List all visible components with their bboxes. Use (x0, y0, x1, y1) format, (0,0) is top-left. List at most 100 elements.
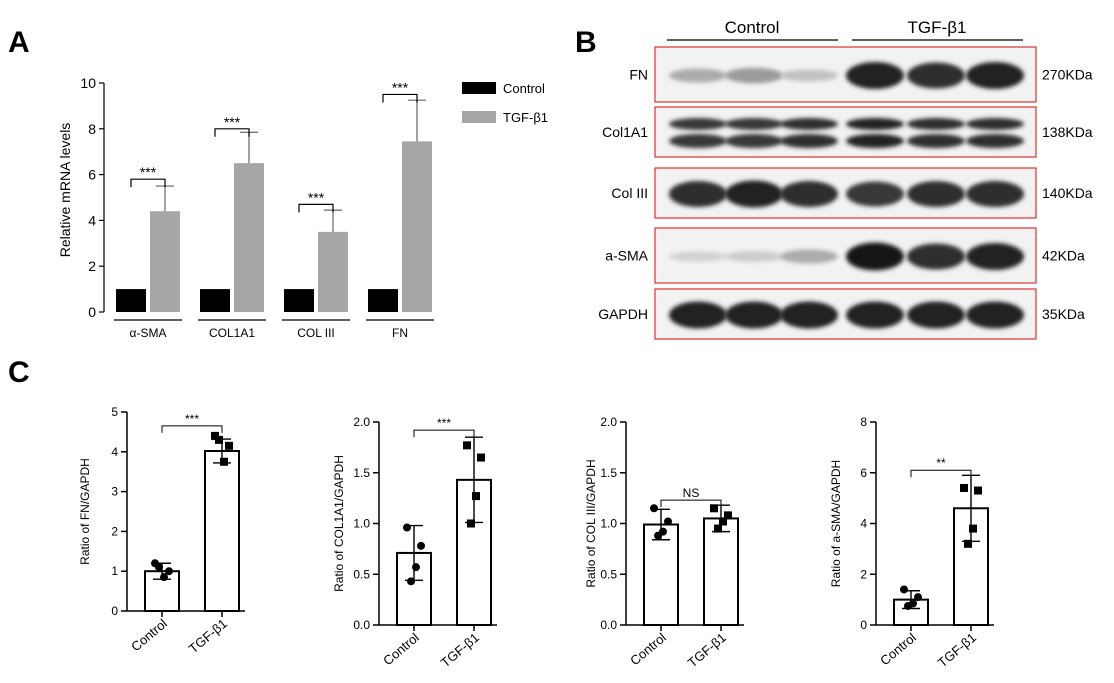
chart-a-ylabel: Relative mRNA levels (57, 123, 73, 258)
bar-c3-tgf (703, 517, 739, 626)
blot-band (725, 118, 783, 130)
chart-c3-ylabel: Ratio of COL III/GAPDH (584, 459, 598, 587)
blot-band (966, 118, 1024, 130)
bar-fn-control (368, 289, 398, 312)
chart-c4-ytick-label: 6 (860, 466, 867, 480)
panel-label-c: C (8, 356, 30, 389)
blot-band (780, 249, 838, 264)
chart-a-category-label: FN (392, 326, 408, 340)
data-point-control (417, 541, 425, 550)
chart-c3-xtick-label: Control (627, 630, 669, 669)
blot-band (907, 243, 965, 270)
blot-size-fn: 270KDa (1042, 67, 1093, 83)
blot-band (780, 69, 838, 82)
blot-band (907, 301, 965, 329)
bar-col-iii-tgf (318, 231, 348, 312)
blot-band (780, 118, 838, 130)
significance-label: *** (140, 164, 157, 180)
chart-c3-xtick-label: TGF-β1 (685, 630, 729, 670)
chart-c4-ylabel: Ratio of a-SMA/GAPDH (829, 460, 843, 587)
chart-c4-ytick-label: 2 (860, 567, 867, 581)
chart-a-category-label: α-SMA (130, 326, 167, 340)
data-point-control (664, 517, 672, 526)
panel-label-b: B (575, 26, 597, 59)
data-point-control (165, 567, 173, 576)
chart-a-y-axis: 0 2 4 6 8 10 (80, 75, 105, 320)
legend-swatch-tgf (462, 111, 496, 123)
blot-band (846, 301, 904, 329)
chart-c1: Ratio of FN/GAPDH 0 1 2 3 4 5 Control TGF-β1 *** (78, 405, 245, 656)
chart-c2-ytick-label: 0.5 (353, 567, 370, 581)
chart-c1-ytick-label: 0 (111, 604, 118, 618)
significance-bracket (660, 499, 722, 508)
significance-label: *** (392, 79, 409, 95)
blot-protein-a-sma: a-SMA (605, 248, 648, 264)
chart-c3-ytick-label: 1.0 (600, 517, 617, 531)
blot-band (780, 181, 838, 207)
blot-frame-col1a1 (654, 106, 1037, 158)
blot-band (907, 134, 965, 148)
data-point-control (407, 577, 415, 586)
chart-c1-ytick-label: 5 (111, 405, 118, 419)
data-point-tgf (964, 539, 972, 548)
chart-a-ytick-label: 8 (88, 121, 96, 137)
blot-band (966, 243, 1024, 270)
group-label-tgf: TGF-β1 (908, 18, 967, 37)
significance-label: *** (224, 114, 241, 130)
chart-a-significance: *** *** *** *** (130, 79, 418, 213)
data-point-control (160, 573, 168, 582)
western-blot: Control TGF-β1 FN 270KDa Col1A1 138KDa Col I… (598, 18, 1093, 340)
blot-band (725, 67, 783, 84)
data-point-tgf (472, 492, 480, 501)
blot-size-a-sma: 42KDa (1042, 248, 1085, 264)
chart-c4-xtick-label: TGF-β1 (935, 630, 979, 670)
chart-a-legend: Control TGF-β1 (462, 81, 548, 125)
chart-c2-ylabel: Ratio of COL1A1/GAPDH (332, 455, 346, 592)
data-point-tgf (225, 441, 233, 450)
chart-c2-ytick-label: 1.5 (353, 466, 370, 480)
chart-a-ytick-label: 4 (88, 212, 96, 228)
bar-c3-control (643, 523, 679, 627)
bar-col1a1-tgf (234, 163, 264, 312)
blot-band (725, 251, 783, 262)
significance-label: ** (936, 456, 946, 470)
blot-band (846, 62, 904, 89)
chart-a-category-label: COL1A1 (209, 326, 255, 340)
data-point-tgf (724, 511, 732, 520)
data-point-control (904, 601, 912, 610)
chart-c4: Ratio of a-SMA/GAPDH 0 2 4 6 8 Control TGF-β1 ** (829, 415, 994, 670)
blot-band (780, 134, 838, 148)
blot-size-col-iii: 140KDa (1042, 185, 1093, 201)
blot-size-gapdh: 35KDa (1042, 306, 1085, 322)
chart-c1-ytick-label: 4 (111, 445, 118, 459)
data-point-tgf (467, 519, 475, 528)
data-point-tgf (960, 483, 968, 492)
blot-protein-col-iii: Col III (611, 185, 648, 201)
legend-label-tgf: TGF-β1 (503, 110, 548, 125)
blot-protein-col1a1: Col1A1 (602, 124, 648, 140)
significance-bracket (130, 178, 166, 188)
chart-c4-ytick-label: 0 (860, 618, 867, 632)
chart-a: Relative mRNA levels 0 2 4 6 8 10 α-SMA COL1A1… (57, 75, 548, 340)
chart-c1-ylabel: Ratio of FN/GAPDH (78, 458, 92, 565)
blot-band (907, 118, 965, 130)
data-point-control (155, 563, 163, 572)
blot-band (846, 242, 904, 271)
blot-band (966, 134, 1024, 148)
blot-band (669, 118, 727, 130)
chart-c2-ytick-label: 1.0 (353, 517, 370, 531)
legend-label-control: Control (503, 81, 545, 96)
blot-band (907, 181, 965, 207)
data-point-tgf (215, 435, 223, 444)
significance-label: NS (683, 486, 700, 500)
blot-band (669, 134, 727, 148)
chart-c3-ytick-label: 0.0 (600, 618, 617, 632)
significance-label: *** (437, 416, 451, 430)
data-point-control (914, 593, 922, 602)
chart-c4-xtick-label: Control (877, 630, 919, 669)
blot-size-col1a1: 138KDa (1042, 124, 1093, 140)
data-point-control (412, 563, 420, 572)
data-point-control (650, 504, 658, 513)
chart-a-ytick-label: 10 (80, 75, 96, 91)
chart-a-ytick-label: 0 (88, 304, 96, 320)
